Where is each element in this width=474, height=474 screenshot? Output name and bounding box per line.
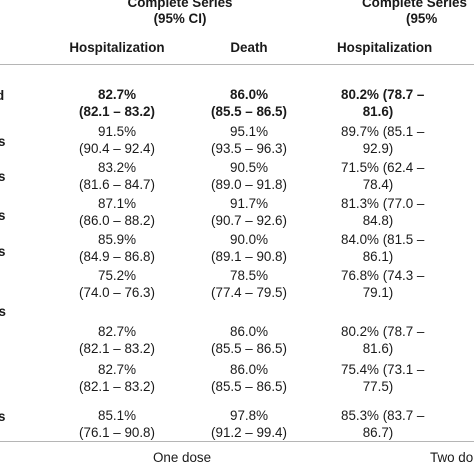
hospitalization-2-ci: 81.6) — [362, 341, 394, 356]
column-header-hospitalization-2: Hospitalization — [337, 40, 433, 55]
column-header-hospitalization: Hospitalization — [69, 40, 165, 55]
row-label-fragment: s — [0, 134, 6, 149]
group-header-2-line1: Complete Series — [362, 0, 467, 10]
hospitalization-2-ci: 86.1) — [362, 249, 394, 264]
row-label-fragment: es — [0, 304, 6, 319]
hospitalization-2-ci: 92.9) — [362, 141, 394, 156]
footer-one-dose: One dose — [152, 450, 212, 465]
hospitalization-2-ci: 86.7) — [362, 425, 394, 440]
death-ci: (85.5 – 86.5) — [211, 379, 287, 394]
hospitalization-estimate: 85.1% — [98, 408, 136, 423]
death-estimate: 90.5% — [230, 160, 268, 175]
death-ci: (90.7 – 92.6) — [211, 213, 287, 228]
hospitalization-2-estimate: 84.0% (81.5 – — [341, 232, 425, 247]
death-ci: (85.5 – 86.5) — [211, 341, 287, 356]
hospitalization-2-ci: 78.4) — [362, 177, 394, 192]
row-label-fragment: s — [0, 409, 6, 424]
death-ci: (89.0 – 91.8) — [211, 177, 287, 192]
hospitalization-ci: (74.0 – 76.3) — [79, 285, 155, 300]
hospitalization-ci: (82.1 – 83.2) — [79, 379, 155, 394]
hospitalization-ci: (90.4 – 92.4) — [79, 141, 155, 156]
hospitalization-estimate: 82.7% — [98, 324, 136, 339]
hospitalization-ci: (81.6 – 84.7) — [79, 177, 155, 192]
hospitalization-2-ci: 81.6) — [362, 104, 394, 119]
hospitalization-2-ci: 84.8) — [362, 213, 394, 228]
death-ci: (77.4 – 79.5) — [211, 285, 287, 300]
footer-rule — [0, 441, 474, 442]
hospitalization-ci: (86.0 – 88.2) — [79, 213, 155, 228]
hospitalization-2-ci: 79.1) — [362, 285, 394, 300]
hospitalization-ci: (84.9 – 86.8) — [79, 249, 155, 264]
hospitalization-2-estimate: 75.4% (73.1 – — [341, 362, 425, 377]
death-estimate: 97.8% — [230, 408, 268, 423]
hospitalization-2-estimate: 76.8% (74.3 – — [341, 268, 425, 283]
death-ci: (85.5 – 86.5) — [211, 104, 287, 119]
death-ci: (93.5 – 96.3) — [211, 141, 287, 156]
hospitalization-estimate: 85.9% — [98, 232, 136, 247]
death-estimate: 90.0% — [230, 232, 268, 247]
death-estimate: 78.5% — [230, 268, 268, 283]
hospitalization-estimate: 75.2% — [98, 268, 136, 283]
hospitalization-estimate: 87.1% — [98, 196, 136, 211]
hospitalization-2-estimate: 89.7% (85.1 – — [341, 124, 425, 139]
row-label-fragment: d — [0, 88, 5, 103]
header-rule — [0, 64, 474, 65]
column-header-death: Death — [230, 40, 268, 55]
death-estimate: 86.0% — [230, 87, 268, 102]
hospitalization-estimate: 91.5% — [98, 124, 136, 139]
hospitalization-2-estimate: 81.3% (77.0 – — [341, 196, 425, 211]
hospitalization-ci: (82.1 – 83.2) — [79, 341, 155, 356]
hospitalization-2-estimate: 80.2% (78.7 – — [341, 324, 425, 339]
hospitalization-estimate: 83.2% — [98, 160, 136, 175]
footer-two-dose: Two do — [430, 450, 474, 465]
death-estimate: 91.7% — [230, 196, 268, 211]
hospitalization-2-estimate: 80.2% (78.7 – — [341, 87, 425, 102]
death-estimate: 86.0% — [230, 362, 268, 377]
row-label-fragment: s — [0, 208, 6, 223]
hospitalization-estimate: 82.7% — [98, 87, 136, 102]
hospitalization-2-estimate: 85.3% (83.7 – — [341, 408, 425, 423]
group-header-1-line2: (95% CI) — [153, 11, 207, 26]
hospitalization-ci: (82.1 – 83.2) — [79, 104, 155, 119]
death-estimate: 86.0% — [230, 324, 268, 339]
hospitalization-estimate: 82.7% — [98, 362, 136, 377]
group-header-1-line1: Complete Series — [127, 0, 233, 10]
row-label-fragment: s — [0, 169, 6, 184]
group-header-2-line2: (95% — [406, 11, 438, 26]
death-ci: (89.1 – 90.8) — [211, 249, 287, 264]
death-ci: (91.2 – 99.4) — [211, 425, 287, 440]
hospitalization-2-ci: 77.5) — [362, 379, 394, 394]
hospitalization-ci: (76.1 – 90.8) — [79, 425, 155, 440]
row-label-fragment: s — [0, 244, 6, 259]
death-estimate: 95.1% — [230, 124, 268, 139]
hospitalization-2-estimate: 71.5% (62.4 – — [341, 160, 425, 175]
